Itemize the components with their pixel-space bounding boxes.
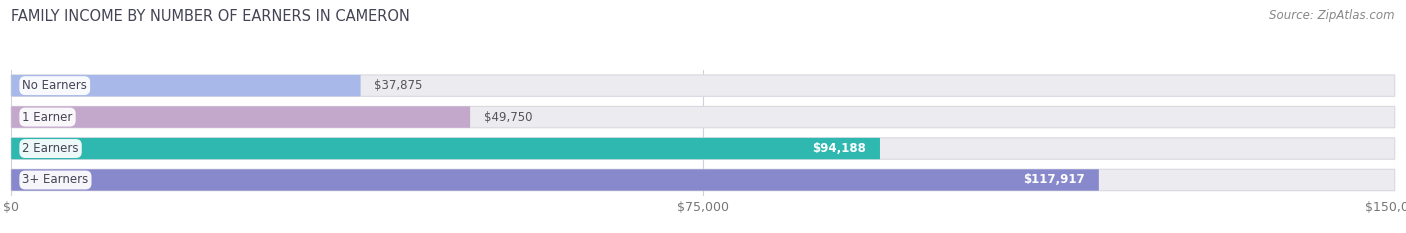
FancyBboxPatch shape (11, 169, 1099, 191)
FancyBboxPatch shape (11, 106, 1395, 128)
FancyBboxPatch shape (11, 138, 880, 159)
Text: FAMILY INCOME BY NUMBER OF EARNERS IN CAMERON: FAMILY INCOME BY NUMBER OF EARNERS IN CA… (11, 9, 411, 24)
FancyBboxPatch shape (11, 138, 1395, 159)
FancyBboxPatch shape (11, 169, 1395, 191)
FancyBboxPatch shape (11, 75, 360, 96)
Text: Source: ZipAtlas.com: Source: ZipAtlas.com (1270, 9, 1395, 22)
Text: $117,917: $117,917 (1024, 174, 1085, 186)
Text: 2 Earners: 2 Earners (22, 142, 79, 155)
Text: $37,875: $37,875 (374, 79, 423, 92)
Text: $94,188: $94,188 (813, 142, 866, 155)
Text: No Earners: No Earners (22, 79, 87, 92)
Text: 3+ Earners: 3+ Earners (22, 174, 89, 186)
Text: $49,750: $49,750 (484, 111, 533, 123)
FancyBboxPatch shape (11, 106, 470, 128)
FancyBboxPatch shape (11, 75, 1395, 96)
Text: 1 Earner: 1 Earner (22, 111, 73, 123)
